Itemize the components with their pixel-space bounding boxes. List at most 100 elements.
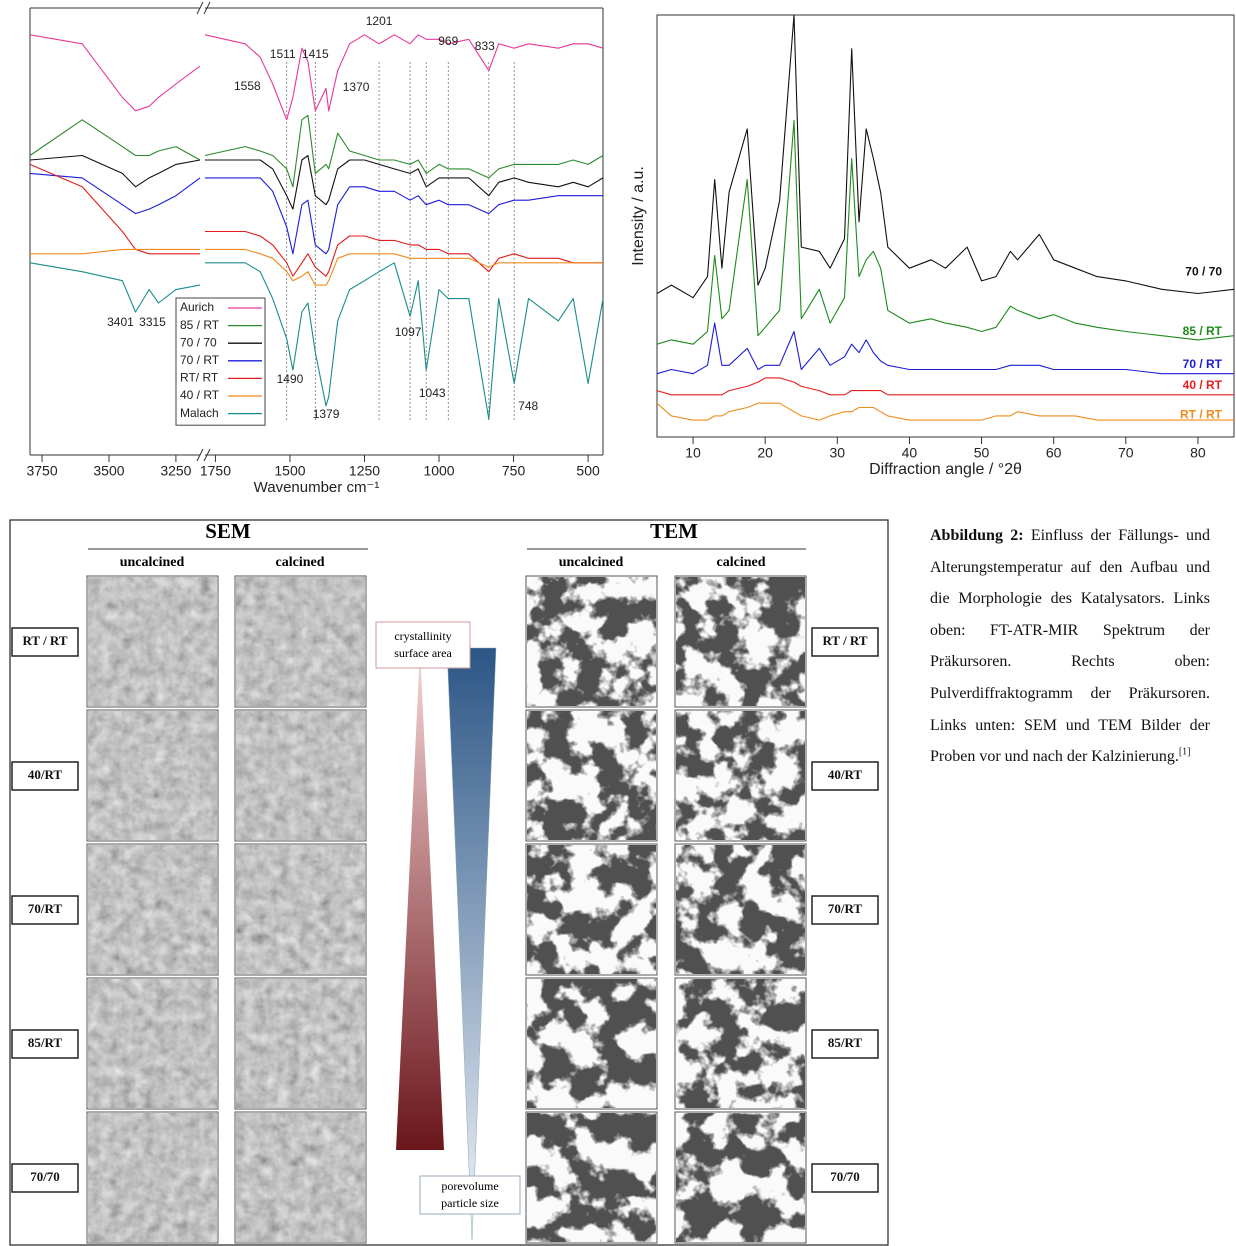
spectrum-line [205, 232, 603, 277]
chart: 3750350032501750150012501000750500Wavenu… [26, 2, 603, 496]
column-label: uncalcined [559, 555, 624, 570]
legend-label: 85 / RT [180, 318, 220, 332]
micrograph [88, 845, 217, 974]
x-tick-label: 10 [685, 445, 701, 461]
legend-label: 40 / RT [180, 388, 220, 402]
peak-label: 1370 [343, 80, 370, 94]
x-tick-label: 40 [902, 445, 918, 461]
micrograph [236, 577, 365, 706]
spectrum-line [657, 403, 1234, 420]
row-label: 70/70 [830, 1169, 860, 1184]
caption-label: Abbildung 2: [930, 527, 1024, 544]
row-label: 70/RT [28, 901, 63, 916]
micrograph [676, 577, 805, 706]
row-label: RT / RT [22, 633, 67, 648]
series-label: 70 / RT [1183, 357, 1223, 371]
x-tick-label: 50 [974, 445, 990, 461]
peak-label: 1558 [234, 79, 261, 93]
x-tick-label: 3250 [160, 463, 191, 479]
gradient-label: porevolume [441, 1179, 498, 1193]
micrograph [527, 979, 656, 1108]
peak-label: 748 [518, 399, 538, 413]
spectrum-line [205, 249, 603, 285]
spectrum-line [30, 120, 200, 160]
x-tick-label: 3500 [93, 463, 124, 479]
micrograph [527, 711, 656, 840]
caption-text: Einfluss der Fällungs- und Alterungs­tem… [930, 527, 1210, 765]
row-label: 40/RT [828, 767, 863, 782]
gradient-label: surface area [394, 646, 452, 660]
x-tick-label: 3750 [26, 463, 57, 479]
spectrum-line [657, 378, 1234, 395]
micrograph [236, 711, 365, 840]
legend-label: 70 / 70 [180, 335, 217, 349]
micrograph [676, 711, 805, 840]
spectrum-line [30, 35, 200, 111]
caption-ref: [1] [1179, 747, 1191, 758]
x-axis-label: Diffraction angle / °2θ [869, 461, 1022, 478]
peak-label: 1043 [419, 386, 446, 400]
x-tick-label: 750 [502, 463, 526, 479]
x-tick-label: 70 [1118, 445, 1134, 461]
spectrum-line [657, 323, 1234, 374]
series-label: 70 / 70 [1185, 264, 1222, 278]
spectrum-line [30, 173, 200, 213]
micrograph [236, 845, 365, 974]
x-tick-label: 60 [1046, 445, 1062, 461]
plot-frame [657, 15, 1234, 437]
micrograph [236, 979, 365, 1108]
micrograph [676, 979, 805, 1108]
row-label: RT / RT [822, 633, 867, 648]
y-axis-label: Intensity / a.u. [630, 166, 647, 266]
legend-label: RT/ RT [180, 371, 219, 385]
gradient-increasing [396, 650, 444, 1150]
column-label: calcined [276, 555, 325, 570]
series-label: RT / RT [1180, 407, 1223, 421]
spectrum-line [205, 35, 603, 120]
spectrum-line [30, 164, 200, 253]
peak-label: 3401 [107, 315, 134, 329]
peak-label: 1511 [270, 47, 296, 61]
spectrum-line [657, 121, 1234, 345]
micrograph [527, 1113, 656, 1242]
tem-title: TEM [650, 519, 698, 543]
x-tick-label: 500 [576, 463, 600, 479]
column-label: calcined [717, 555, 766, 570]
micrograph [88, 577, 217, 706]
gradient-label: particle size [441, 1196, 499, 1210]
gradient-decreasing [447, 648, 496, 1240]
peak-label: 1097 [395, 325, 422, 339]
chart: 10 20 30 40 50 60 70 80 Diffraction angle / °2θ I… [630, 15, 1234, 478]
x-tick-label: 1750 [200, 463, 231, 479]
series-label: 85 / RT [1183, 324, 1223, 338]
spectrum-line [205, 115, 603, 187]
spectrum-line [205, 178, 603, 254]
micrograph [236, 1113, 365, 1242]
x-tick-label: 30 [830, 445, 846, 461]
legend-label: Aurich [180, 300, 214, 314]
peak-label: 969 [438, 34, 458, 48]
row-label: 40/RT [28, 767, 63, 782]
peak-label: 1379 [313, 407, 340, 421]
legend-label: 70 / RT [180, 353, 220, 367]
x-tick-label: 1250 [349, 463, 380, 479]
peak-label: 1490 [277, 372, 304, 386]
x-tick-label: 20 [757, 445, 773, 461]
page: SEM TEM uncalcined calcined uncalcined c… [0, 0, 1236, 1246]
peak-label: 3315 [139, 315, 166, 329]
series-label: 40 / RT [1183, 378, 1223, 392]
x-tick-label: 1500 [274, 463, 305, 479]
x-tick-label: 80 [1190, 445, 1206, 461]
spectrum-line [30, 156, 200, 187]
row-label: 85/RT [828, 1035, 863, 1050]
micrograph [676, 845, 805, 974]
micrograph [527, 577, 656, 706]
peak-label: 833 [475, 39, 495, 53]
column-label: uncalcined [120, 555, 185, 570]
micrograph [676, 1113, 805, 1242]
spectrum-line [30, 263, 200, 312]
micrograph [527, 845, 656, 974]
peak-label: 1201 [366, 14, 393, 28]
x-axis-label: Wavenumber cm⁻¹ [254, 479, 380, 496]
caption: Abbildung 2: Einfluss der Fällungs- und … [930, 520, 1210, 773]
